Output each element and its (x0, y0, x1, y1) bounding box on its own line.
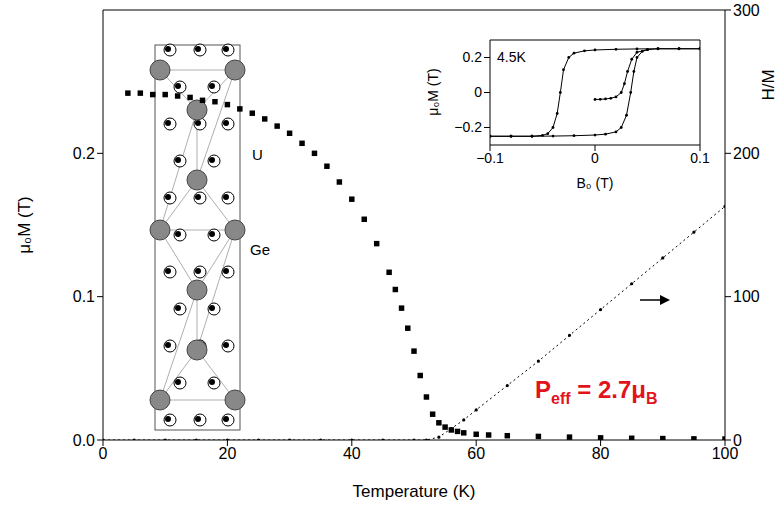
svg-text:60: 60 (467, 445, 485, 462)
svg-text:0.0: 0.0 (73, 432, 95, 449)
svg-text:20: 20 (219, 445, 237, 462)
svg-text:0: 0 (733, 432, 742, 449)
svg-text:0: 0 (591, 150, 599, 166)
svg-text:40: 40 (343, 445, 361, 462)
svg-text:μ₀M (T): μ₀M (T) (425, 68, 441, 115)
svg-text:100: 100 (711, 445, 739, 463)
svg-text:0: 0 (99, 445, 108, 462)
svg-text:300: 300 (733, 2, 760, 19)
svg-text:H/M: H/M (759, 69, 778, 100)
svg-text:−0.2: −0.2 (454, 119, 482, 135)
svg-text:μ₀M (T): μ₀M (T) (15, 196, 34, 253)
svg-text:U: U (252, 146, 263, 163)
svg-text:0: 0 (474, 84, 482, 100)
svg-text:B₀ (T): B₀ (T) (577, 175, 614, 191)
svg-text:−0.1: −0.1 (476, 150, 504, 166)
svg-text:Peff = 2.7μB: Peff = 2.7μB (535, 376, 658, 407)
svg-text:80: 80 (592, 445, 610, 462)
svg-text:100: 100 (733, 288, 760, 305)
svg-text:0.1: 0.1 (73, 288, 95, 305)
svg-text:0.2: 0.2 (463, 49, 483, 65)
svg-text:0.2: 0.2 (73, 145, 95, 162)
svg-text:200: 200 (733, 145, 760, 162)
svg-text:Temperature (K): Temperature (K) (353, 482, 476, 501)
svg-text:4.5K: 4.5K (497, 49, 526, 65)
svg-text:Ge: Ge (250, 241, 270, 258)
svg-text:0.1: 0.1 (690, 150, 710, 166)
